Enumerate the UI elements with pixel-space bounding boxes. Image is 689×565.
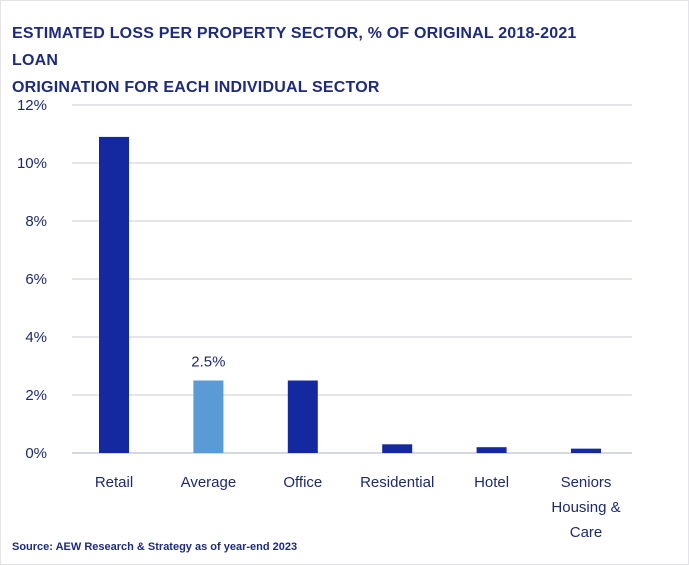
y-tick-label: 2% [25,387,47,404]
x-tick-label: Care [570,524,603,541]
y-tick-label: 6% [25,271,47,288]
bar [193,380,224,453]
x-tick-label: Seniors [561,474,612,491]
y-tick-label: 10% [17,155,47,172]
data-labels: 2.5% [191,354,225,371]
data-label: 2.5% [191,354,225,371]
bars [99,136,601,453]
y-axis: 0% 2% 4% 6% 8% 10% 12% [17,97,47,462]
chart-title: ESTIMATED LOSS PER PROPERTY SECTOR, % OF… [12,20,612,101]
y-tick-label: 4% [25,329,47,346]
source-note: Source: AEW Research & Strategy as of ye… [12,541,298,553]
x-tick-label: Hotel [474,474,509,491]
x-axis: Retail Average Office Residential Hotel Senio… [95,474,621,541]
bar [287,380,318,453]
y-tick-label: 0% [25,445,47,462]
bar [99,136,129,453]
x-tick-label: Office [283,474,322,491]
x-tick-label: Retail [95,474,133,491]
x-tick-label: Housing & [551,499,620,516]
chart-title-line-1: ESTIMATED LOSS PER PROPERTY SECTOR, % OF… [12,25,577,69]
x-tick-label: Average [181,474,237,491]
bar [571,448,601,453]
y-tick-label: 12% [17,97,47,114]
bar [476,447,507,453]
bar [382,444,413,453]
x-tick-label: Residential [360,474,434,491]
chart-title-line-2: ORIGINATION FOR EACH INDIVIDUAL SECTOR [12,79,380,96]
y-tick-label: 8% [25,213,47,230]
gridlines [72,104,632,454]
